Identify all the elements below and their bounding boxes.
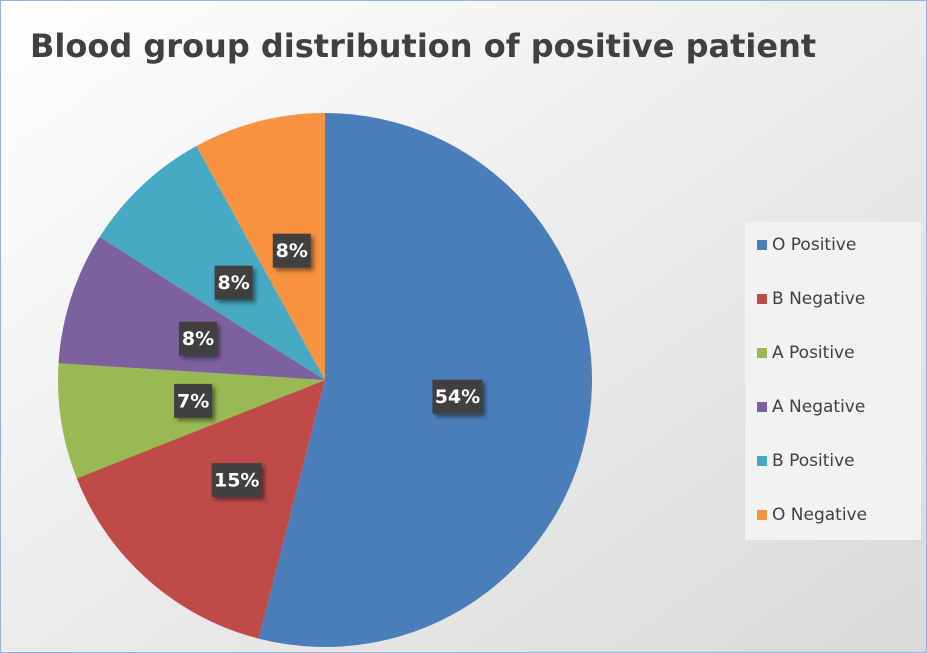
data-label-box [179, 321, 218, 356]
data-label-box [174, 383, 213, 418]
data-label: 15% [214, 470, 259, 492]
chart-title: Blood group distribution of positive pat… [30, 27, 816, 65]
legend-marker [757, 294, 767, 304]
legend-label: A Negative [772, 397, 865, 417]
pie-slice [258, 113, 592, 647]
legend-label: B Negative [772, 289, 865, 309]
data-label: 54% [435, 386, 480, 408]
legend-label: A Positive [772, 343, 855, 363]
data-label: 8% [217, 272, 249, 294]
data-label-box [214, 265, 253, 300]
data-label-box [211, 463, 262, 498]
legend-marker [757, 510, 767, 520]
data-label: 7% [177, 390, 209, 412]
pie-slice [58, 236, 326, 380]
data-label-box [272, 233, 311, 268]
legend-marker [757, 402, 767, 412]
pie-slice [76, 380, 325, 639]
data-label-box [432, 379, 483, 414]
data-label: 8% [182, 328, 214, 350]
legend-marker [757, 240, 767, 250]
legend-box [745, 222, 921, 540]
legend-label: B Positive [772, 451, 855, 471]
legend-marker [757, 348, 767, 358]
data-label: 8% [276, 240, 308, 262]
legend-label: O Negative [772, 505, 867, 525]
pie-slice [196, 113, 325, 380]
pie-slice [99, 146, 325, 380]
legend-label: O Positive [772, 235, 856, 255]
legend-marker [757, 456, 767, 466]
pie-slice [58, 363, 326, 479]
